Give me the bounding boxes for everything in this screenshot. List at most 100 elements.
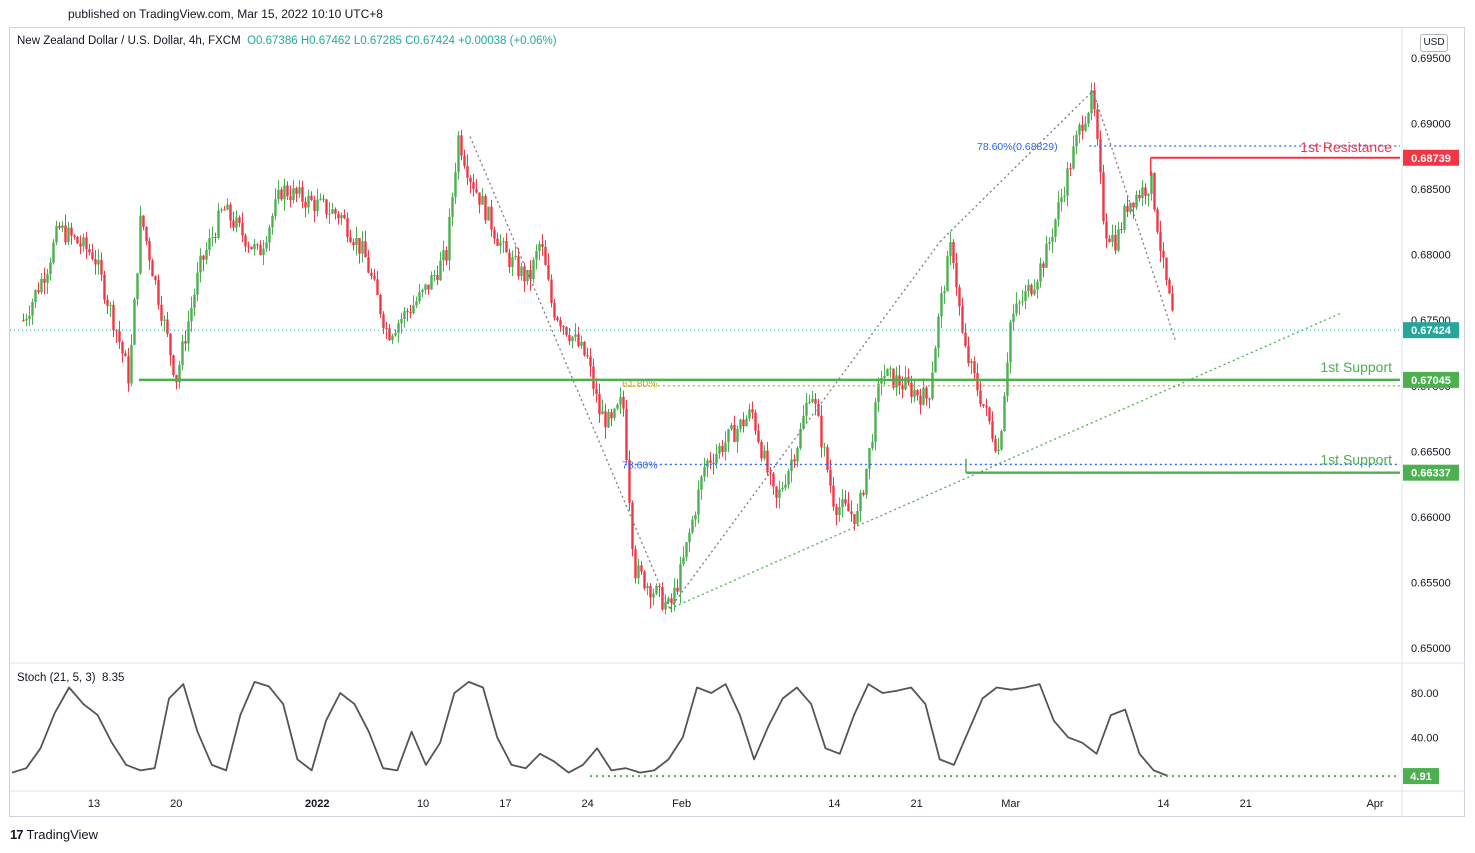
- candle-body: [607, 412, 610, 428]
- candle-body: [397, 323, 400, 333]
- candle-body: [940, 293, 943, 317]
- candle-body: [712, 462, 715, 464]
- time-tick-label: 13: [88, 798, 100, 810]
- candle-body: [133, 299, 136, 345]
- candle-body: [547, 264, 550, 280]
- candle-body: [1048, 241, 1051, 244]
- ohlc-values: O0.67386 H0.67462 L0.67285 C0.67424 +0.0…: [247, 35, 557, 47]
- chart-frame: [9, 27, 1465, 817]
- candle-body: [763, 450, 766, 459]
- candle-body: [1060, 197, 1063, 203]
- candle-body: [1078, 124, 1081, 135]
- candle-body: [649, 585, 652, 598]
- candle-body: [1117, 229, 1120, 251]
- candle-body: [571, 336, 574, 342]
- candle-body: [1045, 243, 1048, 268]
- time-tick-label: 17: [499, 798, 511, 810]
- candle-body: [676, 587, 679, 592]
- candle-body: [721, 445, 724, 452]
- fib-label: 78.60%(0.68829): [977, 141, 1058, 153]
- candle-body: [715, 453, 718, 464]
- stoch-tick-label: 40.00: [1411, 732, 1439, 744]
- candle-body: [217, 210, 220, 238]
- candle-body: [652, 593, 655, 598]
- candle-body: [1039, 263, 1042, 282]
- stoch-value: 8.35: [102, 672, 125, 684]
- candle-body: [685, 542, 688, 558]
- candle-body: [1012, 313, 1015, 323]
- candle-body: [592, 366, 595, 389]
- candle-body: [328, 213, 331, 215]
- time-tick-label: 21: [1240, 798, 1252, 810]
- candle-body: [367, 257, 370, 273]
- resistance-price-badge-text: 0.68739: [1411, 153, 1451, 165]
- candle-body: [565, 327, 568, 335]
- open-value: O0.67386: [247, 35, 298, 47]
- candle-body: [751, 409, 754, 413]
- candle-body: [358, 238, 361, 254]
- candle-body: [1123, 205, 1126, 230]
- resistance-label: 1st Resistance: [1300, 139, 1392, 155]
- candle-body: [1090, 90, 1093, 114]
- candle-body: [1144, 187, 1147, 196]
- candle-body: [703, 467, 706, 477]
- price-tick-label: 0.68500: [1411, 184, 1451, 196]
- candle-body: [124, 353, 127, 357]
- candle-body: [625, 408, 628, 461]
- candle-body: [337, 213, 340, 219]
- candle-body: [1036, 281, 1039, 290]
- candle-body: [151, 260, 154, 277]
- candle-body: [169, 333, 172, 356]
- candle-body: [37, 290, 40, 293]
- candle-body: [511, 257, 514, 268]
- candle-body: [388, 328, 391, 341]
- currency-button[interactable]: USD: [1420, 34, 1448, 52]
- candle-body: [601, 411, 604, 415]
- candle-body: [193, 294, 196, 308]
- symbol-legend: New Zealand Dollar / U.S. Dollar, 4h, FX…: [17, 35, 557, 47]
- candle-body: [568, 334, 571, 342]
- candle-body: [643, 571, 646, 589]
- candle-body: [457, 135, 460, 173]
- candle-body: [472, 182, 475, 190]
- candle-body: [481, 195, 484, 205]
- candle-body: [1003, 395, 1006, 432]
- candle-body: [787, 471, 790, 485]
- candle-body: [742, 419, 745, 427]
- candle-body: [748, 409, 751, 419]
- candle-body: [49, 262, 52, 275]
- candle-body: [640, 565, 643, 572]
- candle-body: [121, 341, 124, 354]
- candle-body: [490, 206, 493, 230]
- candle-body: [889, 368, 892, 370]
- candle-body: [829, 469, 832, 486]
- candle-body: [871, 441, 874, 449]
- candle-body: [1150, 172, 1153, 194]
- abcd-leg-down2-line: [1092, 90, 1176, 341]
- candle-body: [1075, 134, 1078, 147]
- candle-body: [202, 255, 205, 260]
- candle-body: [403, 311, 406, 319]
- candle-body: [310, 195, 313, 200]
- candle-body: [589, 356, 592, 367]
- candle-body: [208, 238, 211, 250]
- candle-body: [739, 419, 742, 429]
- candle-body: [598, 393, 601, 415]
- candle-body: [757, 430, 760, 442]
- support-label-2: 1st Support: [1320, 452, 1392, 468]
- candle-body: [424, 284, 427, 290]
- candle-body: [856, 510, 859, 524]
- candle-body: [952, 242, 955, 264]
- candle-body: [970, 361, 973, 364]
- candle-body: [931, 372, 934, 399]
- candle-body: [1126, 205, 1129, 212]
- candle-body: [718, 445, 721, 454]
- candle-body: [1099, 139, 1102, 173]
- candle-body: [205, 249, 208, 260]
- candle-body: [466, 165, 469, 178]
- candle-body: [43, 278, 46, 283]
- candle-body: [955, 263, 958, 288]
- candle-body: [349, 237, 352, 242]
- candle-body: [925, 387, 928, 399]
